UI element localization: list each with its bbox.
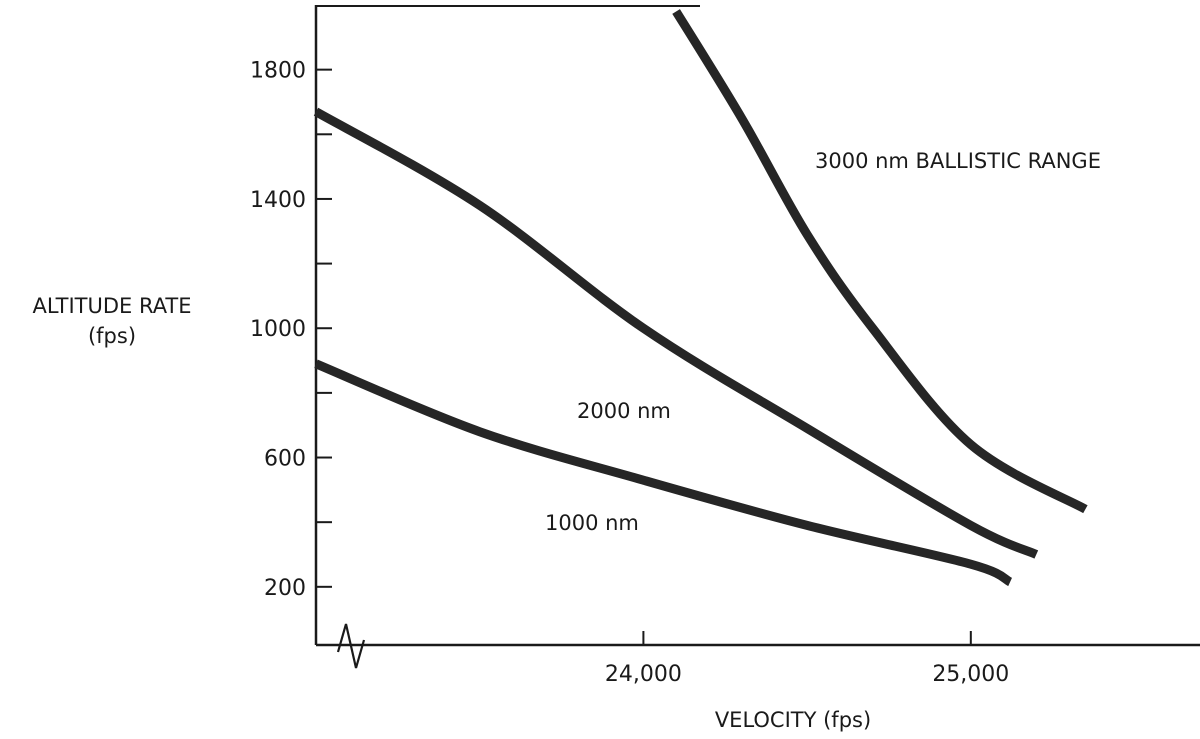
y-tick-label: 1000 (250, 317, 306, 342)
ticks: 200 600 1000 1400 1800 24,000 25,000 (250, 59, 1009, 687)
y-axis-title-line2: (fps) (88, 324, 136, 348)
series-line-2 (313, 107, 1039, 559)
series-line-1 (314, 359, 1013, 587)
y-tick-label: 1800 (250, 59, 306, 84)
annotation-2000nm: 2000 nm (577, 399, 671, 423)
axis-titles: VELOCITY (fps) ALTITUDE RATE (fps) (32, 294, 871, 732)
axis-break-mark (336, 623, 366, 669)
x-tick-label: 25,000 (932, 662, 1009, 687)
x-axis-title: VELOCITY (fps) (715, 708, 871, 732)
y-axis-title-line1: ALTITUDE RATE (32, 294, 191, 318)
y-tick-label: 200 (264, 576, 306, 601)
annotation-1000nm: 1000 nm (545, 511, 639, 535)
y-tick-label: 600 (264, 447, 306, 472)
y-tick-label: 1400 (250, 188, 306, 213)
annotation-3000nm: 3000 nm BALLISTIC RANGE (815, 149, 1101, 173)
curve-annotations: 3000 nm BALLISTIC RANGE 2000 nm 1000 nm (545, 149, 1101, 535)
x-tick-label: 24,000 (605, 662, 682, 687)
series-lines (313, 9, 1088, 587)
series-line-3 (672, 9, 1088, 514)
axes (314, 5, 1200, 669)
